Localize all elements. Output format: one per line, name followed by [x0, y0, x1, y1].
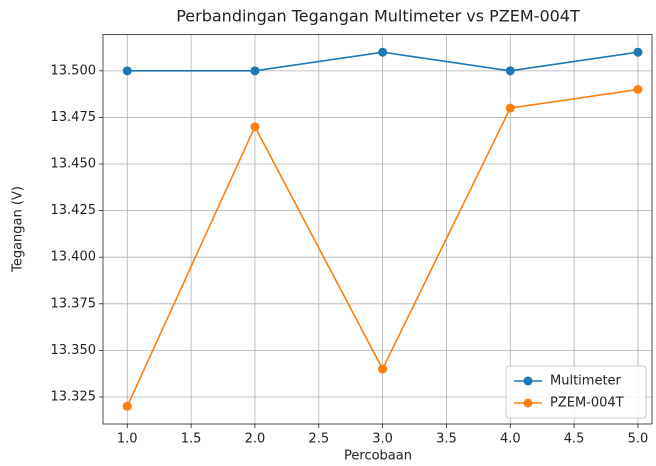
- y-axis-label: Tegangan (V): [11, 186, 26, 273]
- x-tick-label: 4.5: [564, 432, 585, 447]
- point: [378, 364, 388, 374]
- x-tick-label: 3.5: [436, 432, 457, 447]
- legend-label: PZEM-004T: [550, 396, 624, 411]
- point: [250, 66, 260, 76]
- y-tick-label: 13.475: [51, 110, 97, 125]
- y-tick-label: 13.375: [51, 296, 97, 311]
- x-tick-label: 5.0: [628, 432, 649, 447]
- legend-marker: [523, 376, 533, 386]
- x-tick-label: 1.5: [181, 432, 202, 447]
- x-tick-label: 1.0: [117, 432, 138, 447]
- y-tick-label: 13.325: [51, 389, 97, 404]
- y-tick-label: 13.400: [51, 250, 97, 265]
- chart-title: Perbandingan Tegangan Multimeter vs PZEM…: [176, 7, 580, 26]
- legend-marker: [523, 398, 533, 408]
- point: [378, 47, 388, 57]
- y-tick-label: 13.500: [51, 63, 97, 78]
- y-tick-label: 13.425: [51, 203, 97, 218]
- y-tick-label: 13.450: [51, 157, 97, 172]
- x-axis-label: Percobaan: [344, 449, 412, 464]
- point: [250, 122, 260, 132]
- x-tick-label: 4.0: [500, 432, 521, 447]
- point: [505, 66, 515, 76]
- point: [633, 47, 643, 57]
- plot-frame: [102, 34, 653, 425]
- legend-box: [505, 365, 647, 419]
- x-tick-label: 2.0: [245, 432, 266, 447]
- legend-label: Multimeter: [550, 374, 622, 389]
- point: [505, 103, 515, 113]
- point: [122, 401, 132, 411]
- legend: Multimeter PZEM-004T: [505, 365, 647, 419]
- y-tick-label: 13.350: [51, 343, 97, 358]
- point: [633, 84, 643, 94]
- x-tick-label: 2.5: [308, 432, 329, 447]
- point: [122, 66, 132, 76]
- x-tick-label: 3.0: [372, 432, 393, 447]
